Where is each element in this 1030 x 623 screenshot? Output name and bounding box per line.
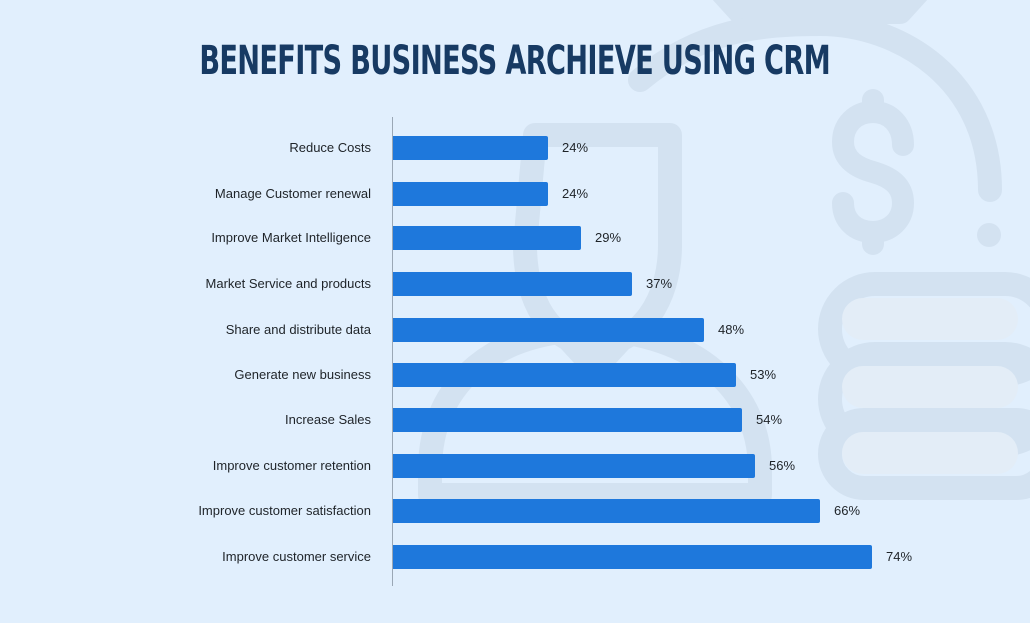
chart-title: BENEFITS BUSINESS ARCHIEVE USING CRM — [199, 38, 830, 84]
bar-row: Improve customer satisfaction 66% — [0, 499, 1030, 523]
bar — [393, 182, 548, 206]
value-label: 24% — [562, 186, 589, 201]
bar-row: Increase Sales 54% — [0, 408, 1030, 432]
category-label: Manage Customer renewal — [214, 186, 371, 201]
value-label: 29% — [595, 230, 622, 245]
bar-row: Market Service and products 37% — [0, 272, 1030, 296]
category-label: Share and distribute data — [225, 322, 371, 337]
category-label: Increase Sales — [285, 412, 371, 427]
bar — [393, 454, 755, 478]
bar — [393, 272, 632, 296]
bar — [393, 136, 548, 160]
bar — [393, 408, 742, 432]
y-axis-line — [392, 117, 393, 586]
dollar-sign-icon — [832, 89, 914, 255]
bar — [393, 226, 581, 250]
category-label: Market Service and products — [205, 276, 371, 291]
value-label: 53% — [750, 367, 777, 382]
bar-row: Reduce Costs 24% — [0, 136, 1030, 160]
category-label: Improve Market Intelligence — [211, 230, 371, 245]
value-label: 48% — [718, 322, 745, 337]
value-label: 37% — [646, 276, 673, 291]
value-label: 54% — [756, 412, 783, 427]
category-label: Improve customer retention — [212, 458, 371, 473]
bar — [393, 318, 704, 342]
value-label: 74% — [886, 549, 913, 564]
value-label: 66% — [834, 503, 861, 518]
bar — [393, 545, 872, 569]
value-label: 24% — [562, 140, 589, 155]
money-bag-icon — [628, 0, 1002, 202]
value-label: 56% — [769, 458, 796, 473]
bar — [393, 363, 736, 387]
bar-row: Share and distribute data 48% — [0, 318, 1030, 342]
bar-row: Improve Market Intelligence 29% — [0, 226, 1030, 250]
category-label: Generate new business — [234, 367, 371, 382]
category-label: Improve customer satisfaction — [198, 503, 371, 518]
bar-row: Manage Customer renewal 24% — [0, 182, 1030, 206]
category-label: Reduce Costs — [289, 140, 371, 155]
bar-row: Generate new business 53% — [0, 363, 1030, 387]
bar — [393, 499, 820, 523]
bar-row: Improve customer service 74% — [0, 545, 1030, 569]
category-label: Improve customer service — [222, 549, 371, 564]
bar-row: Improve customer retention 56% — [0, 454, 1030, 478]
